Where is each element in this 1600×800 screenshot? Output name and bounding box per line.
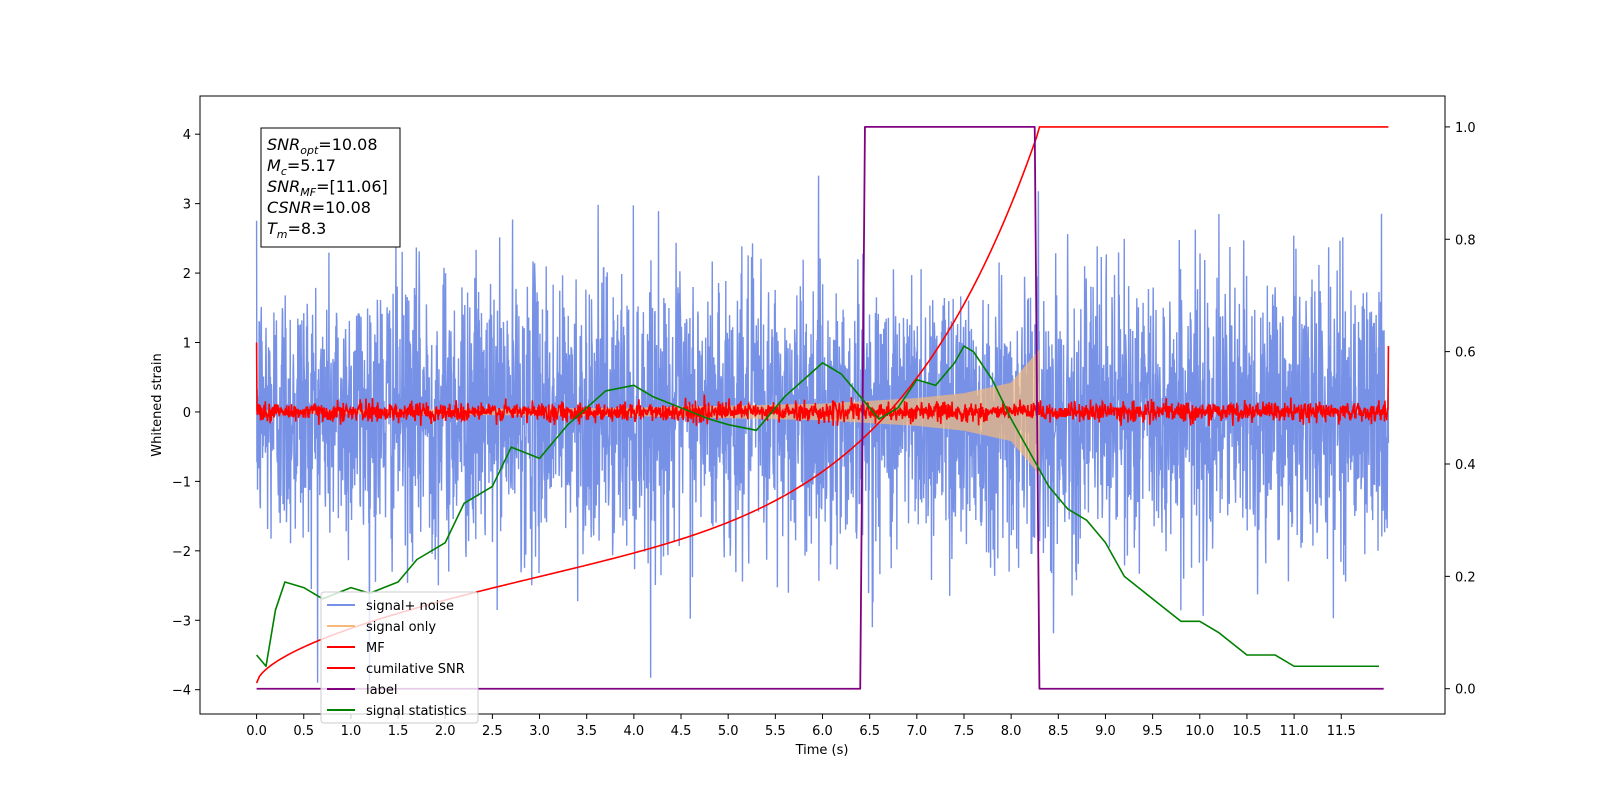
x-tick-label: 2.5 [482,724,503,739]
info-box-frame [260,127,401,248]
series-label [256,126,1384,690]
x-tick-label: 7.0 [906,724,927,739]
y-tick-label: 1 [183,337,191,352]
info-value: =8.3 [288,219,327,238]
info-line: Mc=5.17 [267,156,336,178]
y-tick-label: 4 [183,128,191,143]
x-axis: 0.0 0.5 1.0 1.5 2.0 2.5 3.0 3.5 4.0 4.5 5.0 5.5 6.0 6… [246,714,1356,739]
x-axis-label: Time (s) [795,743,849,758]
info-box: SNRopt=10.08Mc=5.17SNRMF=[11.06]CSNR=10.… [260,127,401,248]
legend-entry: signal statistics [366,704,467,719]
y2-tick-label: 0.8 [1455,233,1476,248]
x-tick-label: 4.0 [624,724,645,739]
legend-entry: cumilative SNR [366,662,465,677]
info-subscript: opt [300,144,319,157]
legend-entry: signal only [366,620,436,635]
info-symbol: M [267,156,281,175]
legend-entry: MF [366,641,385,656]
x-tick-label: 9.5 [1142,724,1163,739]
series-signal-noise [255,175,1390,683]
y-tick-label: 3 [183,198,191,213]
y2-tick-label: 0.2 [1455,570,1476,585]
info-line: SNRopt=10.08 [267,135,378,157]
info-value: =[11.06] [316,177,388,196]
y2-tick-label: 1.0 [1455,121,1476,136]
info-value: =10.08 [318,135,377,154]
info-value: =10.08 [312,198,371,217]
info-subscript: MF [300,186,316,199]
y2-tick-label: 0.6 [1455,346,1476,361]
legend: signal+ noise signal only MF cumilative SNR… [320,591,479,724]
x-tick-label: 1.0 [341,724,362,739]
x-tick-label: 6.5 [859,724,880,739]
info-symbol: T [267,219,278,238]
x-tick-label: 1.5 [388,724,409,739]
series-signal-statistics [255,345,1379,668]
y-axis-left: −4 −3 −2 −1 0 1 2 3 4 [172,128,200,699]
x-tick-label: 5.5 [765,724,786,739]
x-tick-label: 0.5 [293,724,314,739]
legend-entry: label [366,683,397,698]
series-mf [255,342,1390,426]
x-tick-label: 8.0 [1001,724,1022,739]
x-tick-label: 3.5 [576,724,597,739]
x-tick-label: 0.0 [246,724,267,739]
x-tick-label: 11.5 [1327,724,1356,739]
y2-tick-label: 0.4 [1455,458,1476,473]
info-line: SNRMF=[11.06] [267,177,388,199]
x-tick-label: 8.5 [1048,724,1069,739]
info-subscript: m [277,228,288,241]
y-tick-label: 0 [183,406,191,421]
x-tick-label: 2.0 [435,724,456,739]
x-tick-label: 11.0 [1280,724,1309,739]
info-line: CSNR=10.08 [267,198,371,217]
legend-entry: signal+ noise [366,599,454,614]
info-subscript: c [281,165,287,178]
info-symbol: SNR [267,135,300,154]
legend-frame [320,591,479,724]
info-value: =5.17 [287,156,336,175]
y-axis-label: Whitened strain [150,353,165,456]
info-line: Tm=8.3 [267,219,326,241]
y-tick-label: −4 [172,684,191,699]
x-tick-label: 4.5 [671,724,692,739]
x-tick-label: 5.0 [718,724,739,739]
y2-tick-label: 0.0 [1455,683,1476,698]
y-tick-label: −3 [172,614,191,629]
x-tick-label: 10.0 [1185,724,1214,739]
y-tick-label: 2 [183,267,191,282]
y-tick-label: −1 [172,475,191,490]
info-symbol: SNR [267,177,300,196]
x-tick-label: 7.5 [954,724,975,739]
x-tick-label: 9.0 [1095,724,1116,739]
x-tick-label: 10.5 [1232,724,1261,739]
info-symbol: CSNR [267,198,312,217]
x-tick-label: 3.0 [529,724,550,739]
x-tick-label: 6.0 [812,724,833,739]
y-tick-label: −2 [172,545,191,560]
y-axis-right: 0.0 0.2 0.4 0.6 0.8 1.0 [1445,121,1476,698]
